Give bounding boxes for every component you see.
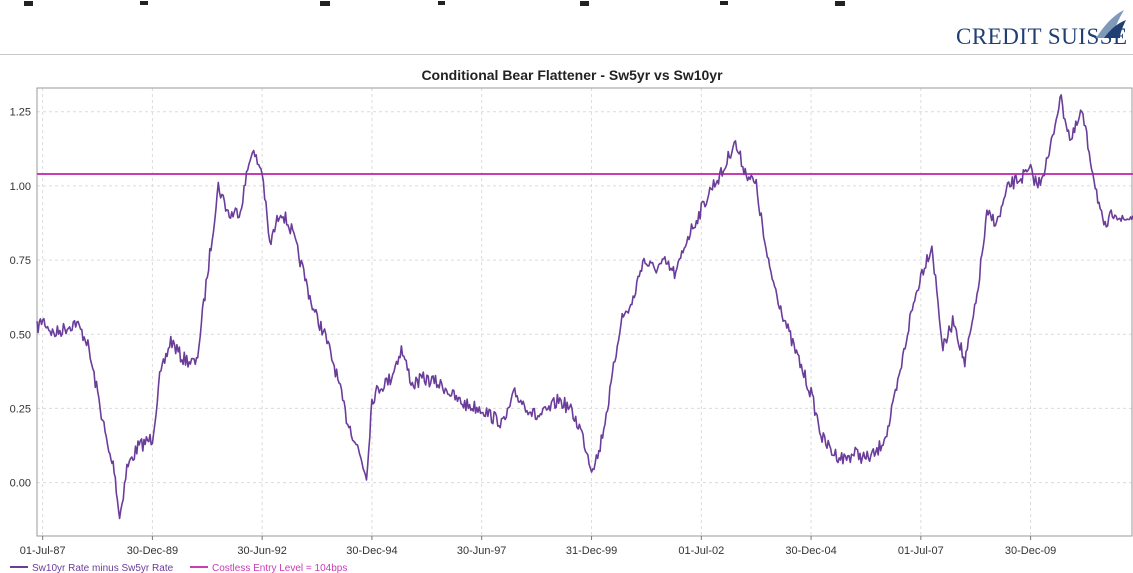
cropped-header-text: [20, 0, 860, 12]
sails-icon: [1096, 10, 1126, 38]
x-tick-label: 30-Dec-09: [1005, 545, 1056, 557]
credit-suisse-logo: CREDIT SUISSE: [950, 10, 1130, 54]
bear-flattener-chart: Conditional Bear Flattener - Sw5yr vs Sw…: [10, 67, 1133, 573]
y-tick-label: 0.25: [10, 403, 31, 415]
y-tick-label: 1.25: [10, 107, 31, 119]
x-tick-label: 30-Jun-97: [457, 545, 507, 557]
x-tick-label: 01-Jul-07: [898, 545, 944, 557]
series-layer: [36, 94, 1133, 520]
header-separator: [0, 54, 1133, 55]
x-tick-label: 31-Dec-99: [566, 545, 617, 557]
x-tick-label: 30-Jun-92: [237, 545, 287, 557]
y-tick-label: 1.00: [10, 181, 31, 193]
chart-title: Conditional Bear Flattener - Sw5yr vs Sw…: [421, 67, 723, 83]
legend-label-spread: Sw10yr Rate minus Sw5yr Rate: [32, 563, 174, 573]
cropped-header-glyphs: [24, 1, 845, 6]
y-tick-label: 0.00: [10, 478, 31, 490]
grid-lines: [37, 88, 1133, 536]
x-axis: 01-Jul-87 30-Dec-89 30-Jun-92 30-Dec-94 30-J…: [20, 536, 1056, 557]
legend: Sw10yr Rate minus Sw5yr Rate Costless Ent…: [10, 563, 347, 573]
x-tick-label: 30-Dec-94: [346, 545, 397, 557]
plot-frame: [36, 87, 1133, 537]
x-tick-label: 01-Jul-87: [20, 545, 66, 557]
series-line-spread: [36, 94, 1133, 520]
x-tick-label: 30-Dec-04: [785, 545, 836, 557]
y-tick-label: 0.75: [10, 255, 31, 267]
x-tick-label: 01-Jul-02: [678, 545, 724, 557]
legend-label-entry: Costless Entry Level = 104bps: [212, 563, 347, 573]
x-tick-label: 30-Dec-89: [127, 545, 178, 557]
y-axis: 0.00 0.25 0.50 0.75 1.00 1.25: [10, 107, 31, 490]
y-tick-label: 0.50: [10, 329, 31, 341]
